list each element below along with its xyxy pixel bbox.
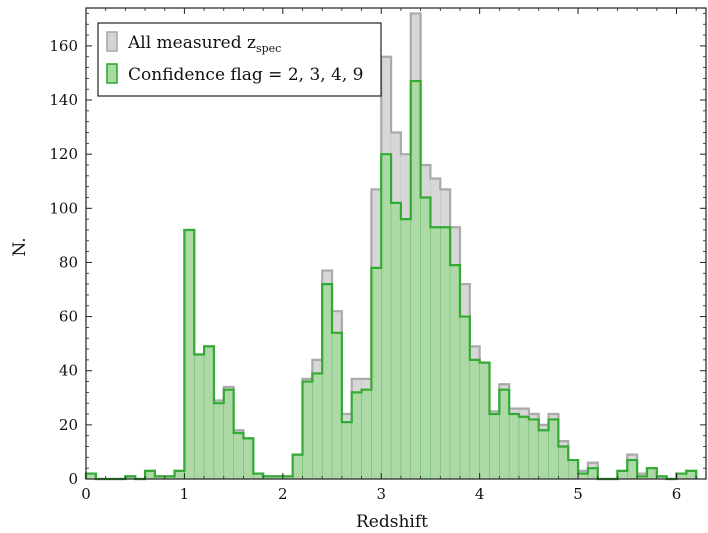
bar-1-48 <box>558 446 569 480</box>
x-tick-label: 3 <box>376 485 386 503</box>
bar-1-15 <box>233 432 244 480</box>
x-tick-label: 5 <box>573 485 583 503</box>
bar-1-6 <box>144 470 156 480</box>
y-tick-label: 120 <box>49 145 78 163</box>
legend-label-all-subscript: spec <box>256 42 281 55</box>
plot-area <box>84 12 698 481</box>
bar-1-23 <box>312 373 323 480</box>
y-tick-label: 160 <box>49 37 78 55</box>
bar-1-51 <box>587 467 598 480</box>
bar-1-61 <box>686 470 697 480</box>
bar-1-37 <box>449 264 461 480</box>
plot-frame <box>85 7 707 480</box>
bar-1-14 <box>223 389 234 480</box>
bar-1-11 <box>194 354 205 480</box>
bar-1-10 <box>184 229 195 480</box>
x-tick-label: 0 <box>81 485 91 503</box>
bar-1-46 <box>538 430 549 480</box>
legend-swatch-all <box>106 31 118 52</box>
bar-1-33 <box>410 80 421 480</box>
bar-1-55 <box>627 459 638 480</box>
y-tick-label: 140 <box>49 91 78 109</box>
legend-swatch-confidence <box>106 63 118 84</box>
bar-1-9 <box>174 470 185 480</box>
bar-1-27 <box>351 392 362 480</box>
bar-1-12 <box>203 346 215 480</box>
legend-label-all: All measured zspec <box>127 33 281 55</box>
series-1 <box>84 79 698 481</box>
bar-1-44 <box>518 416 530 480</box>
bar-1-24 <box>321 283 333 480</box>
bar-1-28 <box>361 389 372 480</box>
x-tick-label: 2 <box>278 485 288 503</box>
x-axis-title: Redshift <box>356 512 428 532</box>
bar-1-21 <box>292 454 303 480</box>
legend: All measured zspec Confidence flag = 2, … <box>97 22 382 97</box>
bar-1-38 <box>459 316 471 480</box>
bar-1-35 <box>430 227 441 480</box>
x-tick-label: 6 <box>672 485 682 503</box>
bar-1-47 <box>548 419 559 480</box>
y-tick-label: 100 <box>49 199 78 217</box>
y-tick-label: 80 <box>59 253 78 271</box>
x-tick-label: 1 <box>180 485 190 503</box>
bar-1-39 <box>469 359 480 480</box>
bar-1-34 <box>420 197 431 480</box>
bar-1-30 <box>380 153 392 480</box>
legend-label-confidence: Confidence flag = 2, 3, 4, 9 <box>128 65 364 85</box>
bar-1-32 <box>400 218 412 480</box>
bar-1-45 <box>528 419 539 480</box>
bar-1-26 <box>341 421 352 480</box>
x-tick-label: 4 <box>475 485 485 503</box>
legend-box <box>97 22 382 97</box>
bar-1-22 <box>302 381 313 480</box>
bar-1-54 <box>617 470 628 480</box>
y-tick-label: 40 <box>59 362 78 380</box>
bar-1-41 <box>489 413 500 480</box>
bar-1-16 <box>243 438 254 480</box>
series-outline-1 <box>84 79 698 481</box>
bar-1-42 <box>499 389 510 480</box>
bar-1-36 <box>440 227 451 480</box>
legend-label-all-main: All measured z <box>127 33 256 53</box>
bar-1-25 <box>331 332 343 480</box>
bar-1-49 <box>567 459 579 480</box>
bar-1-40 <box>479 362 490 480</box>
bar-1-43 <box>508 413 520 480</box>
y-tick-label: 20 <box>59 416 78 434</box>
y-axis-title: N. <box>10 237 30 256</box>
bar-1-57 <box>646 467 658 480</box>
bar-1-31 <box>390 202 402 480</box>
y-tick-label: 60 <box>59 308 78 326</box>
y-tick-label: 0 <box>68 470 78 488</box>
bar-1-13 <box>213 402 225 480</box>
bar-1-29 <box>371 267 382 480</box>
